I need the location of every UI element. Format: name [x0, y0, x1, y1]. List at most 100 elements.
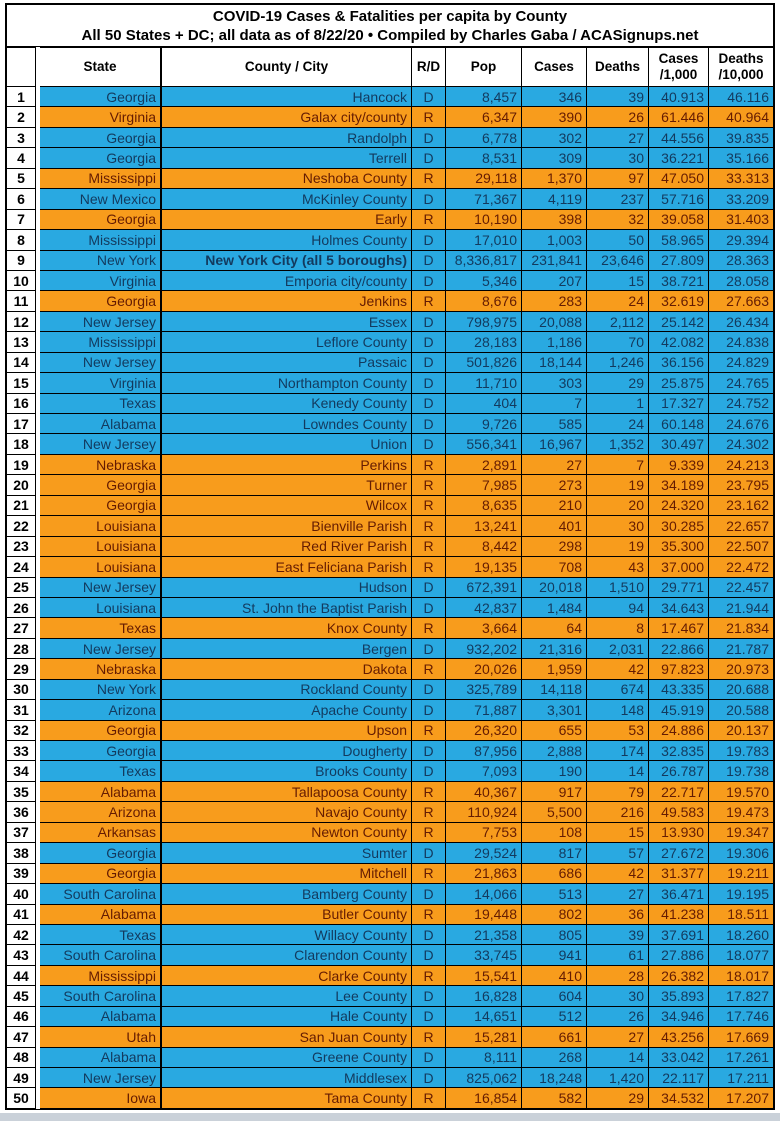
cases-cell[interactable]: 64: [522, 618, 587, 639]
deaths-cell[interactable]: 27: [587, 127, 649, 149]
deaths-per-10000-cell[interactable]: 24.676: [709, 414, 774, 435]
deaths-per-10000-cell[interactable]: 17.261: [709, 1047, 774, 1068]
state-cell[interactable]: Louisiana: [40, 557, 161, 578]
pop-cell[interactable]: 21,358: [446, 924, 522, 946]
cases-cell[interactable]: 303: [522, 373, 587, 394]
deaths-per-10000-cell[interactable]: 18.017: [709, 965, 774, 987]
county-cell[interactable]: Holmes County: [161, 230, 412, 251]
deaths-cell[interactable]: 39: [587, 87, 649, 108]
county-cell[interactable]: McKinley County: [161, 189, 412, 210]
state-cell[interactable]: Georgia: [40, 127, 161, 149]
deaths-per-10000-cell[interactable]: 46.116: [709, 87, 774, 108]
cases-cell[interactable]: 20,018: [522, 577, 587, 598]
row-number-cell[interactable]: 12: [6, 311, 36, 333]
row-number-cell[interactable]: 30: [6, 679, 36, 701]
deaths-per-10000-cell[interactable]: 27.663: [709, 291, 774, 312]
county-cell[interactable]: San Juan County: [161, 1027, 412, 1048]
state-cell[interactable]: Alabama: [40, 904, 161, 925]
pop-cell[interactable]: 672,391: [446, 577, 522, 598]
deaths-cell[interactable]: 19: [587, 475, 649, 496]
row-number-cell[interactable]: 16: [6, 393, 36, 414]
deaths-cell[interactable]: 2,031: [587, 638, 649, 660]
deaths-per-10000-cell[interactable]: 17.669: [709, 1027, 774, 1048]
cases-cell[interactable]: 283: [522, 291, 587, 312]
deaths-per-10000-cell[interactable]: 21.834: [709, 618, 774, 639]
party-cell[interactable]: D: [412, 577, 446, 598]
state-cell[interactable]: Georgia: [40, 148, 161, 169]
state-cell[interactable]: Alabama: [40, 1047, 161, 1068]
cases-per-1000-cell[interactable]: 32.619: [649, 291, 709, 312]
state-cell[interactable]: New Jersey: [40, 638, 161, 660]
deaths-cell[interactable]: 237: [587, 189, 649, 210]
state-cell[interactable]: Louisiana: [40, 516, 161, 537]
deaths-cell[interactable]: 8: [587, 618, 649, 639]
state-cell[interactable]: South Carolina: [40, 986, 161, 1007]
pop-cell[interactable]: 7,985: [446, 475, 522, 496]
state-cell[interactable]: Georgia: [40, 495, 161, 517]
state-cell[interactable]: Alabama: [40, 781, 161, 803]
state-cell[interactable]: Mississippi: [40, 230, 161, 251]
cases-per-1000-cell[interactable]: 34.946: [649, 1006, 709, 1028]
row-number-cell[interactable]: 26: [6, 597, 36, 619]
deaths-cell[interactable]: 674: [587, 679, 649, 701]
state-cell[interactable]: Georgia: [40, 863, 161, 885]
county-cell[interactable]: Butler County: [161, 904, 412, 925]
cases-per-1000-cell[interactable]: 97.823: [649, 659, 709, 680]
deaths-cell[interactable]: 24: [587, 291, 649, 312]
row-number-cell[interactable]: 15: [6, 373, 36, 394]
deaths-per-10000-cell[interactable]: 24.302: [709, 434, 774, 455]
deaths-per-10000-cell[interactable]: 18.077: [709, 945, 774, 966]
deaths-per-10000-cell[interactable]: 23.795: [709, 475, 774, 496]
row-number-cell[interactable]: 39: [6, 863, 36, 885]
cases-cell[interactable]: 1,484: [522, 597, 587, 619]
cases-per-1000-cell[interactable]: 30.497: [649, 434, 709, 455]
county-cell[interactable]: Hudson: [161, 577, 412, 598]
state-cell[interactable]: Iowa: [40, 1088, 161, 1109]
cases-per-1000-cell[interactable]: 17.467: [649, 618, 709, 639]
county-cell[interactable]: Wilcox: [161, 495, 412, 517]
state-cell[interactable]: Louisiana: [40, 536, 161, 558]
state-cell[interactable]: South Carolina: [40, 945, 161, 966]
cases-per-1000-cell[interactable]: 37.000: [649, 557, 709, 578]
cases-cell[interactable]: 21,316: [522, 638, 587, 660]
cases-cell[interactable]: 210: [522, 495, 587, 517]
county-cell[interactable]: Bamberg County: [161, 884, 412, 905]
cases-cell[interactable]: 686: [522, 863, 587, 885]
deaths-cell[interactable]: 216: [587, 802, 649, 823]
pop-cell[interactable]: 7,753: [446, 822, 522, 844]
row-number-cell[interactable]: 19: [6, 454, 36, 476]
cases-per-1000-cell[interactable]: 25.875: [649, 373, 709, 394]
row-number-cell[interactable]: 38: [6, 843, 36, 864]
cases-per-1000-cell[interactable]: 47.050: [649, 168, 709, 190]
row-number-cell[interactable]: 28: [6, 638, 36, 660]
county-cell[interactable]: Apache County: [161, 700, 412, 721]
cases-cell[interactable]: 604: [522, 986, 587, 1007]
row-number-cell[interactable]: 40: [6, 884, 36, 905]
pop-cell[interactable]: 501,826: [446, 352, 522, 374]
party-cell[interactable]: D: [412, 270, 446, 292]
row-number-cell[interactable]: 3: [6, 127, 36, 149]
deaths-per-10000-column-header[interactable]: Deaths /10,000: [709, 47, 774, 87]
cases-cell[interactable]: 1,003: [522, 230, 587, 251]
county-cell[interactable]: Willacy County: [161, 924, 412, 946]
party-cell[interactable]: D: [412, 679, 446, 701]
pop-cell[interactable]: 6,347: [446, 107, 522, 128]
cases-cell[interactable]: 817: [522, 843, 587, 864]
row-number-cell[interactable]: 34: [6, 761, 36, 782]
state-cell[interactable]: Georgia: [40, 741, 161, 762]
cases-per-1000-cell[interactable]: 36.156: [649, 352, 709, 374]
deaths-per-10000-cell[interactable]: 33.209: [709, 189, 774, 210]
state-cell[interactable]: Arizona: [40, 700, 161, 721]
county-cell[interactable]: Terrell: [161, 148, 412, 169]
deaths-cell[interactable]: 30: [587, 148, 649, 169]
deaths-cell[interactable]: 23,646: [587, 250, 649, 271]
pop-cell[interactable]: 404: [446, 393, 522, 414]
deaths-per-10000-cell[interactable]: 26.434: [709, 311, 774, 333]
state-cell[interactable]: Virginia: [40, 373, 161, 394]
cases-per-1000-cell[interactable]: 13.930: [649, 822, 709, 844]
county-cell[interactable]: Sumter: [161, 843, 412, 864]
party-cell[interactable]: D: [412, 332, 446, 353]
party-cell[interactable]: D: [412, 352, 446, 374]
cases-per-1000-cell[interactable]: 34.643: [649, 597, 709, 619]
deaths-per-10000-cell[interactable]: 22.657: [709, 516, 774, 537]
